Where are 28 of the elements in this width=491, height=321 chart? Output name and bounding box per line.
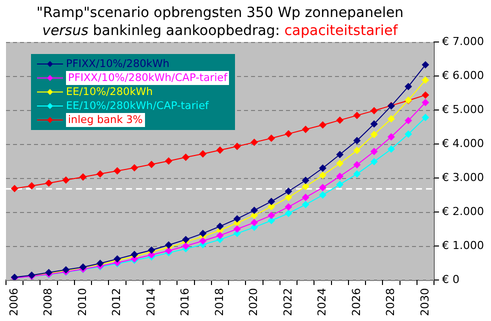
y-tick-label: € 2.000 [442, 204, 484, 218]
x-tick-label: 2022 [281, 288, 294, 316]
x-tick-label: 2024 [316, 288, 329, 316]
y-tick-label: € 7.000 [442, 34, 484, 48]
legend-label: PFIXX/10%/280kWh/CAP-tarief [66, 71, 230, 85]
y-tick-label: € 3.000 [442, 170, 484, 184]
legend-label: PFIXX/10%/280kWh [66, 57, 170, 71]
y-tick-label: € 6.000 [442, 68, 484, 82]
x-tick-label: 2014 [144, 288, 158, 316]
y-tick-label: € 1.000 [442, 238, 484, 252]
x-tick-label: 2010 [76, 288, 89, 316]
legend-label: inleg bank 3% [66, 113, 145, 127]
x-tick-label: 2006 [7, 288, 20, 316]
x-tick-label: 2030 [418, 288, 432, 316]
x-tick-label: 2012 [110, 288, 124, 316]
y-tick-label: € 4.000 [442, 136, 484, 150]
x-tick-label: 2020 [247, 288, 260, 316]
legend-label: EE/10%/280kWh [66, 85, 153, 99]
legend-label: EE/10%/280kWh/CAP-tarief [66, 99, 209, 113]
x-tick-label: 2018 [212, 288, 226, 316]
x-tick-label: 2028 [384, 288, 398, 316]
x-tick-label: 2026 [350, 288, 363, 316]
chart-subtitle: versus bankinleg aankoopbedrag: capaciteitstarief [42, 23, 398, 39]
y-tick-label: € 5.000 [442, 102, 484, 116]
x-tick-label: 2016 [178, 288, 192, 316]
y-tick-label: € 0 [442, 272, 460, 286]
chart-title: "Ramp"scenario opbrengsten 350 Wp zonnepanelen [36, 4, 404, 22]
x-tick-label: 2008 [42, 288, 55, 316]
